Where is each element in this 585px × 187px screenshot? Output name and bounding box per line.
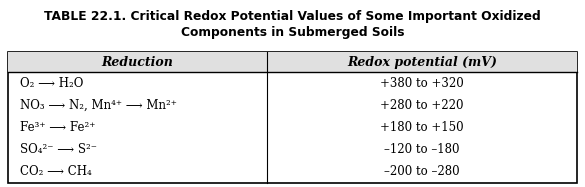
Text: Redox potential (mV): Redox potential (mV): [347, 56, 497, 69]
Text: –200 to –280: –200 to –280: [384, 165, 460, 178]
Text: CO₂ ⟶ CH₄: CO₂ ⟶ CH₄: [20, 165, 92, 178]
Text: O₂ ⟶ H₂O: O₂ ⟶ H₂O: [20, 77, 84, 90]
Text: +380 to +320: +380 to +320: [380, 77, 464, 90]
Text: +180 to +150: +180 to +150: [380, 121, 464, 134]
Text: Components in Submerged Soils: Components in Submerged Soils: [181, 26, 404, 39]
Text: –120 to –180: –120 to –180: [384, 143, 460, 156]
Text: NO₃ ⟶ N₂, Mn⁴⁺ ⟶ Mn²⁺: NO₃ ⟶ N₂, Mn⁴⁺ ⟶ Mn²⁺: [20, 99, 177, 112]
Bar: [8, 52, 577, 183]
Bar: [8, 52, 577, 72]
Text: TABLE 22.1. Critical Redox Potential Values of Some Important Oxidized: TABLE 22.1. Critical Redox Potential Val…: [44, 10, 541, 23]
Text: Fe³⁺ ⟶ Fe²⁺: Fe³⁺ ⟶ Fe²⁺: [20, 121, 95, 134]
Text: +280 to +220: +280 to +220: [380, 99, 464, 112]
Text: SO₄²⁻ ⟶ S²⁻: SO₄²⁻ ⟶ S²⁻: [20, 143, 97, 156]
Text: Reduction: Reduction: [102, 56, 173, 69]
